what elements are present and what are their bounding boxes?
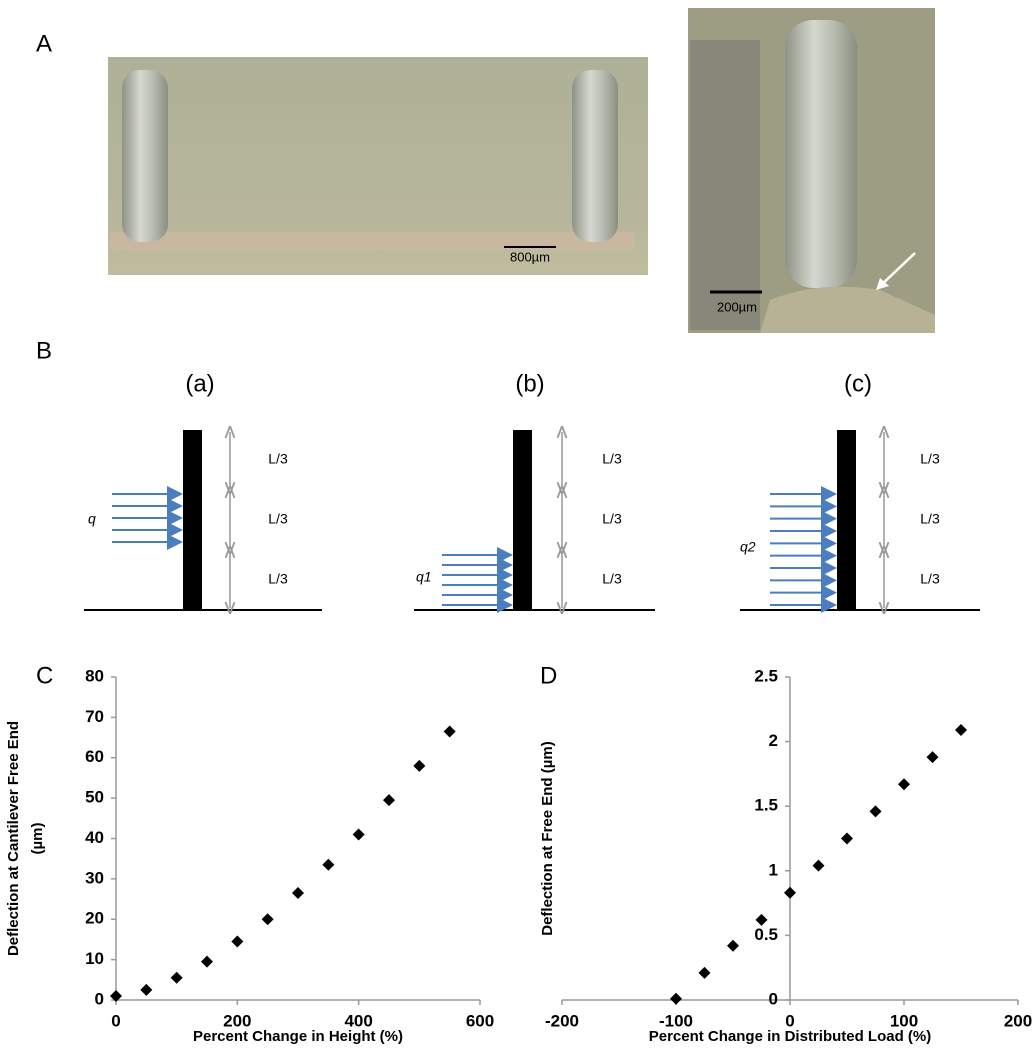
y-tick-label: 50 (85, 788, 104, 807)
x-axis-label: Percent Change in Height (%) (193, 1028, 403, 1045)
x-tick-label: 100 (890, 1011, 918, 1030)
segment-label: L/3 (920, 511, 940, 527)
y-axis-label: Deflection at Free End (µm) (539, 741, 556, 936)
point (898, 778, 910, 791)
x-tick-label: 200 (223, 1011, 251, 1030)
x-tick-label: 400 (344, 1011, 372, 1030)
panel-label: D (540, 662, 557, 689)
photo-right (688, 8, 935, 333)
segment-label: L/3 (602, 451, 622, 467)
point (231, 935, 244, 948)
x-tick-label: -200 (545, 1011, 579, 1030)
beam (513, 430, 532, 610)
load-label: q1 (416, 569, 432, 585)
point (812, 859, 825, 872)
point (698, 966, 711, 979)
point (170, 971, 183, 984)
point (413, 759, 426, 772)
y-tick-label: 10 (85, 949, 104, 968)
diagram-title: (c) (844, 370, 872, 397)
x-tick-label: 600 (466, 1011, 494, 1030)
panel-label: A (36, 30, 52, 57)
y-tick-label: 80 (85, 666, 104, 685)
point (926, 751, 939, 764)
point (352, 828, 365, 841)
point (784, 886, 796, 899)
photo-left (108, 57, 648, 275)
point (110, 989, 122, 1002)
point (955, 723, 967, 736)
panel-label: B (36, 337, 52, 364)
y-tick-label: 20 (85, 909, 104, 928)
segment-label: L/3 (268, 571, 288, 587)
point (322, 858, 335, 871)
y-tick-label: 40 (85, 828, 104, 847)
scale-label: 200µm (717, 299, 757, 314)
beam (183, 430, 202, 610)
point (383, 794, 395, 807)
load-label: q2 (740, 539, 756, 555)
x-tick-label: 0 (111, 1011, 120, 1030)
y-tick-label: 1 (769, 860, 778, 879)
point (140, 983, 153, 996)
y-tick-label: 70 (85, 707, 104, 726)
point (261, 913, 274, 926)
y-tick-label: 1.5 (754, 796, 778, 815)
y-tick-label: 2.5 (754, 666, 778, 685)
point (443, 725, 456, 738)
x-tick-label: 200 (1004, 1011, 1032, 1030)
point (869, 805, 882, 818)
point (670, 992, 682, 1005)
segment-label: L/3 (920, 571, 940, 587)
x-tick-label: 0 (785, 1011, 794, 1030)
segment-label: L/3 (920, 451, 940, 467)
x-tick-label: -100 (659, 1011, 693, 1030)
beam (837, 430, 856, 610)
x-axis-label: Percent Change in Distributed Load (%) (649, 1028, 932, 1045)
y-tick-label: 0 (95, 989, 104, 1008)
point (201, 955, 213, 968)
y-tick-label: 30 (85, 868, 104, 887)
segment-label: L/3 (602, 511, 622, 527)
y-tick-label: 2 (769, 731, 778, 750)
segment-label: L/3 (602, 571, 622, 587)
point (727, 939, 739, 952)
scale-label: 800µm (510, 249, 550, 264)
segment-label: L/3 (268, 511, 288, 527)
point (292, 887, 304, 900)
segment-label: L/3 (268, 451, 288, 467)
y-axis-label: Deflection at Cantilever Free End (5, 721, 22, 956)
load-label: q (88, 511, 96, 527)
y-tick-label: 60 (85, 747, 104, 766)
y-axis-label: (µm) (29, 823, 46, 855)
diagram-title: (a) (185, 370, 214, 397)
y-tick-label: 0 (769, 989, 778, 1008)
point (755, 913, 768, 926)
panel-label: C (36, 662, 53, 689)
y-tick-label: 0.5 (754, 925, 778, 944)
diagram-title: (b) (515, 370, 544, 397)
point (841, 832, 853, 845)
